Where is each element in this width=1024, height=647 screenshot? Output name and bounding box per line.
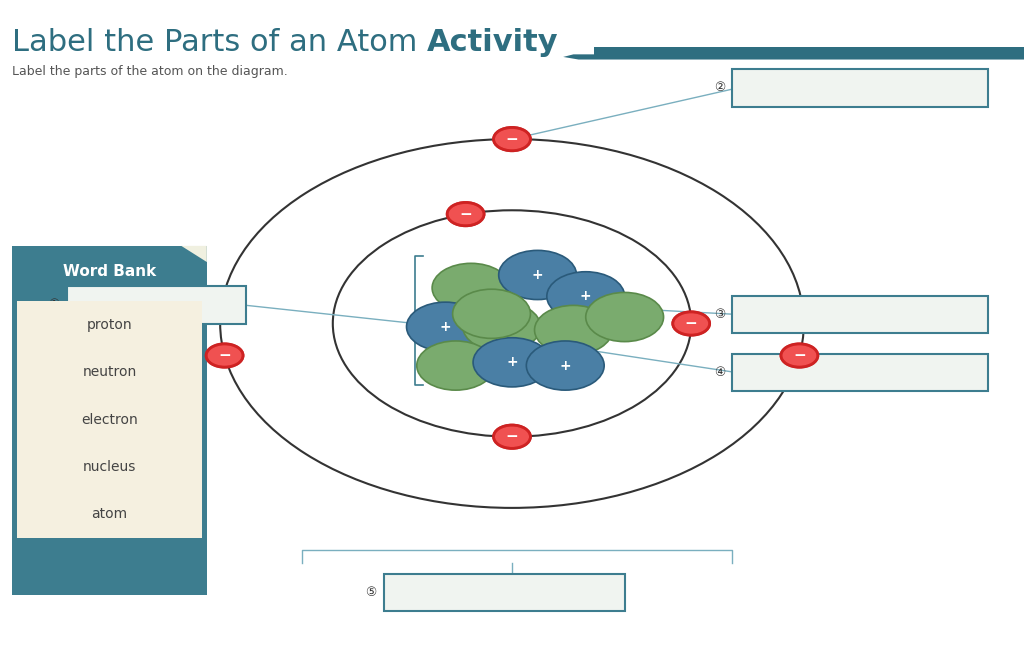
Circle shape [473, 338, 551, 387]
Text: ②: ② [714, 82, 725, 94]
FancyBboxPatch shape [17, 348, 202, 397]
Circle shape [526, 341, 604, 390]
Circle shape [432, 263, 510, 313]
Text: +: + [580, 289, 592, 303]
FancyBboxPatch shape [594, 47, 1024, 55]
Circle shape [673, 312, 710, 335]
Text: ①: ① [48, 298, 59, 311]
Circle shape [586, 292, 664, 342]
Circle shape [447, 203, 484, 226]
Circle shape [407, 302, 484, 351]
FancyBboxPatch shape [732, 296, 988, 333]
Circle shape [547, 272, 625, 321]
FancyBboxPatch shape [17, 443, 202, 491]
Circle shape [494, 127, 530, 151]
FancyBboxPatch shape [17, 301, 202, 349]
Circle shape [206, 344, 243, 367]
Text: −: − [506, 131, 518, 147]
Circle shape [781, 344, 818, 367]
Circle shape [453, 289, 530, 338]
Text: +: + [559, 358, 571, 373]
Text: electron: electron [81, 413, 138, 426]
Circle shape [417, 341, 495, 390]
FancyBboxPatch shape [732, 354, 988, 391]
FancyBboxPatch shape [384, 574, 625, 611]
Text: Activity: Activity [427, 28, 559, 56]
Text: ⑤: ⑤ [366, 586, 377, 599]
Text: nucleus: nucleus [83, 460, 136, 474]
Circle shape [535, 305, 612, 355]
FancyBboxPatch shape [12, 246, 207, 595]
FancyBboxPatch shape [17, 395, 202, 444]
Text: ④: ④ [714, 366, 725, 379]
Text: atom: atom [91, 507, 128, 521]
Text: Label the Parts of an Atom: Label the Parts of an Atom [12, 28, 427, 56]
Text: Label the parts of the atom on the diagram.: Label the parts of the atom on the diagr… [12, 65, 288, 78]
Circle shape [494, 127, 530, 151]
Circle shape [499, 250, 577, 300]
Text: −: − [218, 348, 231, 363]
Text: +: + [531, 268, 544, 282]
Circle shape [463, 302, 541, 351]
Polygon shape [563, 54, 1024, 60]
FancyBboxPatch shape [732, 69, 988, 107]
Text: −: − [459, 206, 472, 222]
Circle shape [673, 312, 710, 335]
Polygon shape [181, 246, 207, 262]
Text: −: − [685, 316, 697, 331]
Text: ③: ③ [714, 308, 725, 321]
FancyBboxPatch shape [17, 490, 202, 538]
Circle shape [206, 344, 243, 367]
Text: neutron: neutron [83, 366, 136, 379]
Circle shape [447, 203, 484, 226]
Text: −: − [506, 429, 518, 444]
Circle shape [781, 344, 818, 367]
Text: +: + [439, 320, 452, 334]
Text: Word Bank: Word Bank [62, 264, 157, 280]
FancyBboxPatch shape [67, 286, 246, 324]
Text: −: − [793, 348, 806, 363]
Circle shape [494, 425, 530, 448]
Text: +: + [506, 355, 518, 369]
Circle shape [494, 425, 530, 448]
Text: proton: proton [87, 318, 132, 332]
